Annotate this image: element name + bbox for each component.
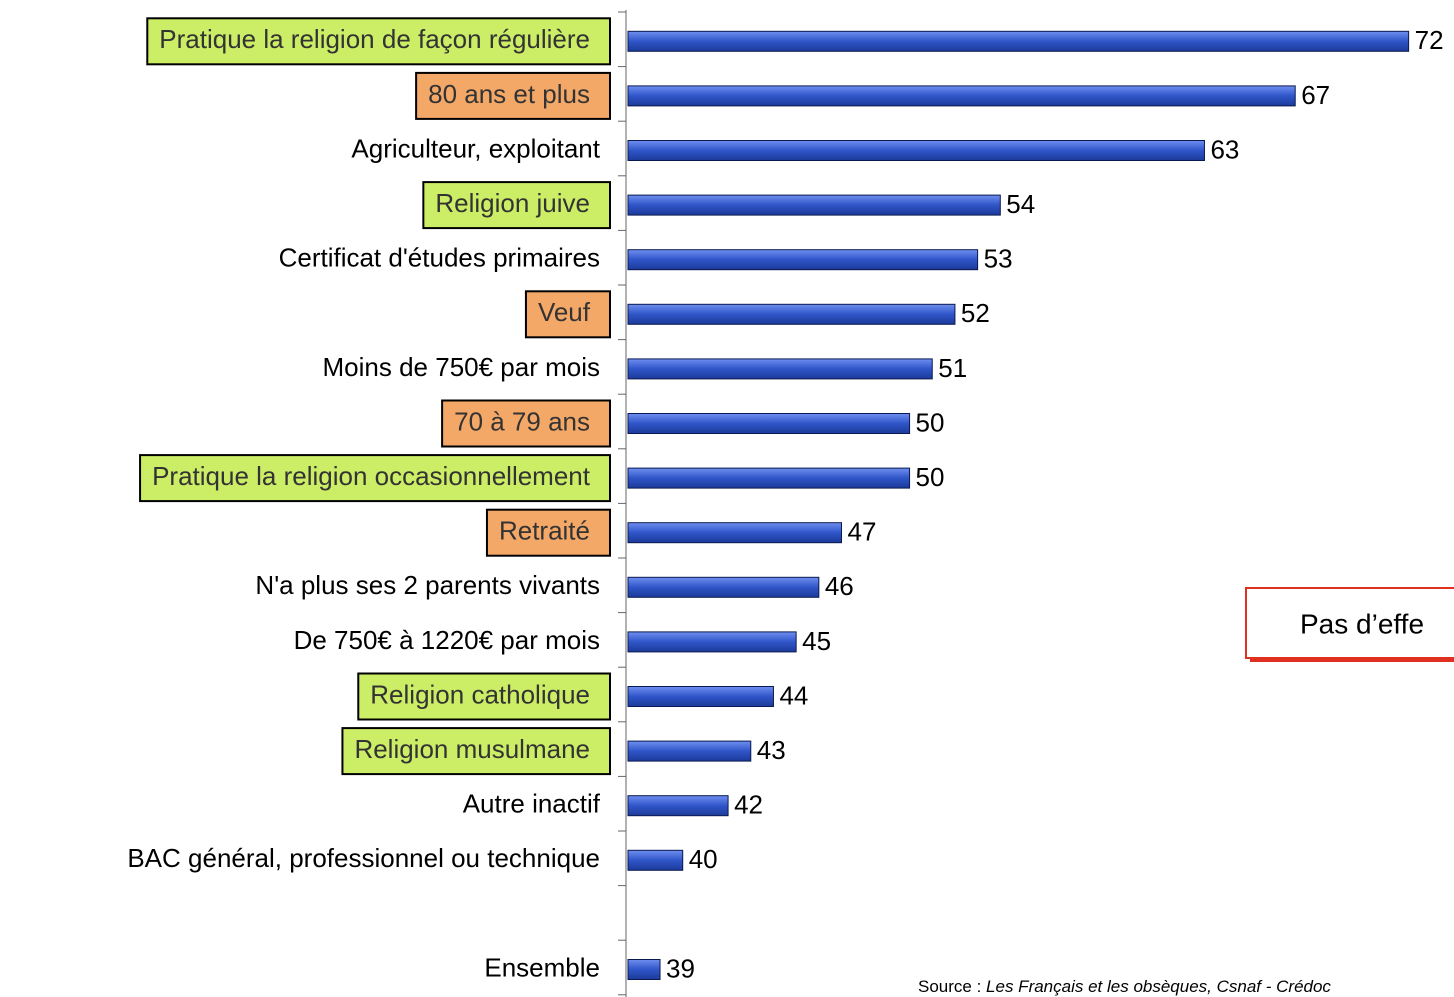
value-label: 54 [1006, 189, 1035, 219]
source: Source : Les Français et les obsèques, C… [918, 977, 1331, 996]
category-highlight [139, 454, 611, 503]
bar [627, 194, 1001, 216]
bar [627, 959, 661, 980]
category-highlight [485, 508, 611, 557]
category-label-group: Ensemble [484, 952, 600, 982]
category-label: 80 ans et plus [428, 79, 590, 109]
category-label: Pratique la religion occasionnellement [152, 461, 591, 491]
category-label-group: Religion musulmane [341, 727, 611, 776]
category-label: Retraité [499, 516, 590, 546]
category-label: N'a plus ses 2 parents vivants [255, 570, 600, 600]
category-label: Religion catholique [370, 679, 590, 709]
category-label-group: Religion juive [422, 181, 611, 230]
value-label: 50 [916, 407, 945, 437]
annotation: Pas d’effe [1300, 608, 1424, 639]
category-label-group: Retraité [485, 508, 611, 557]
category-label: Moins de 750€ par mois [323, 352, 600, 382]
category-highlight [357, 672, 611, 721]
category-highlight [441, 399, 611, 448]
bar [627, 522, 843, 544]
value-label: 39 [666, 953, 695, 983]
category-highlight [524, 290, 611, 339]
bar [627, 358, 933, 380]
value-label: 45 [802, 626, 831, 656]
category-highlight [146, 17, 611, 66]
category-label-group: Autre inactif [463, 789, 601, 819]
bar [627, 140, 1205, 161]
category-label: Pratique la religion de façon régulière [159, 24, 590, 54]
category-label-group: Pratique la religion occasionnellement [139, 454, 611, 503]
category-label-group: Moins de 750€ par mois [323, 352, 600, 382]
category-label-group: Religion catholique [357, 672, 611, 721]
value-label: 67 [1301, 80, 1330, 110]
category-label-group: Certificat d'études primaires [279, 243, 600, 273]
bar [627, 30, 1410, 52]
category-label: BAC général, professionnel ou technique [127, 843, 600, 873]
bar [627, 686, 774, 707]
value-label: 40 [689, 844, 718, 874]
category-label-group: 70 à 79 ans [441, 399, 611, 448]
value-label: 72 [1415, 25, 1444, 55]
category-highlight [422, 181, 611, 230]
value-label: 44 [779, 680, 808, 710]
category-label: Agriculteur, exploitant [351, 133, 600, 163]
bar [627, 631, 797, 653]
category-label-group: Veuf [524, 290, 611, 339]
value-label: 50 [916, 462, 945, 492]
category-highlight [341, 727, 611, 776]
category-label-group: De 750€ à 1220€ par mois [294, 625, 600, 655]
value-label: 52 [961, 298, 990, 328]
source-text: Les Français et les obsèques, Csnaf - Cr… [986, 977, 1331, 996]
source-prefix: Source : [918, 977, 981, 996]
bar [627, 795, 729, 817]
bar [627, 413, 911, 434]
category-label: 70 à 79 ans [454, 406, 590, 436]
category-label-group: Agriculteur, exploitant [351, 133, 600, 163]
bar [627, 467, 911, 489]
category-label: Ensemble [484, 952, 600, 982]
value-label: 53 [984, 244, 1013, 274]
annotation-box: Pas d’effe [1245, 587, 1454, 662]
bar [627, 303, 956, 325]
bar [627, 849, 684, 871]
category-label: Religion juive [435, 188, 590, 218]
category-label: Certificat d'études primaires [279, 243, 600, 273]
value-label: 42 [734, 790, 763, 820]
category-label: De 750€ à 1220€ par mois [294, 625, 600, 655]
bar [627, 249, 979, 271]
bar [627, 740, 752, 762]
value-label: 51 [938, 353, 967, 383]
bar [627, 576, 820, 598]
category-label-group: BAC général, professionnel ou technique [127, 843, 600, 873]
value-label: 46 [825, 571, 854, 601]
value-label: 47 [848, 517, 877, 547]
category-highlight [415, 71, 611, 120]
category-label-group: N'a plus ses 2 parents vivants [255, 570, 600, 600]
category-label-group: 80 ans et plus [415, 71, 611, 120]
category-label: Religion musulmane [354, 734, 590, 764]
category-label: Autre inactif [463, 789, 601, 819]
value-label: 43 [757, 735, 786, 765]
bar [627, 85, 1296, 107]
category-label: Veuf [538, 297, 591, 327]
category-label-group: Pratique la religion de façon régulière [146, 17, 611, 66]
value-label: 63 [1210, 134, 1239, 164]
